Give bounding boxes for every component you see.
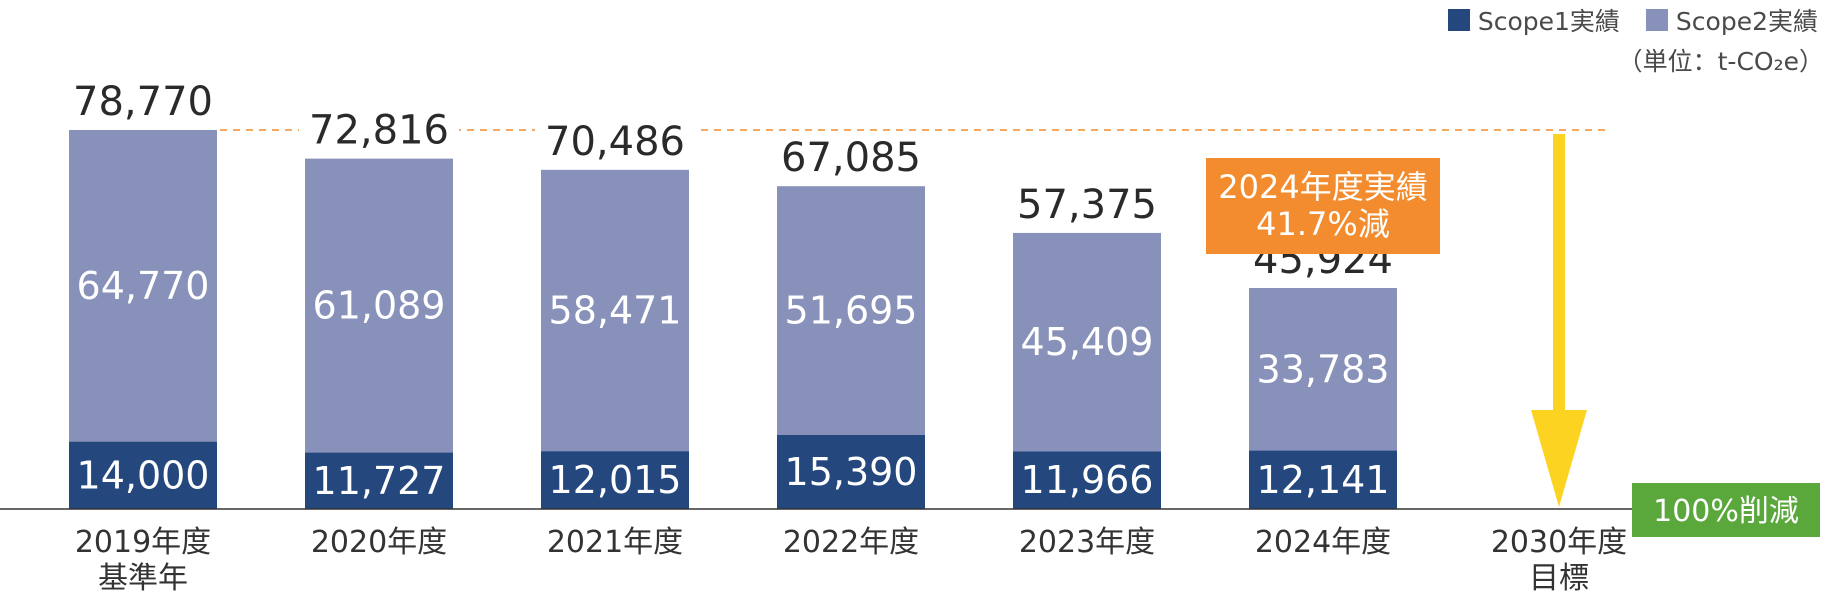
bar-scope1-4: [1013, 451, 1161, 509]
data-label-scope1-3: 15,390: [785, 450, 918, 494]
total-label-0: 78,770: [73, 79, 213, 125]
total-label-mask: [63, 79, 223, 122]
data-label-scope1-5: 12,141: [1257, 458, 1390, 502]
bar-scope1-2: [541, 451, 689, 509]
x-tick-label-6: 2030年度: [1491, 525, 1627, 560]
bar-scope2-4: [1013, 232, 1161, 452]
total-label-mask: [299, 108, 459, 151]
bar-scope1-5: [1249, 450, 1397, 509]
data-label-scope2-2: 58,471: [549, 289, 682, 333]
total-label-mask: [1007, 182, 1167, 225]
bar-scope2-3: [777, 186, 925, 435]
legend-item-scope1: Scope1実績: [1447, 2, 1620, 38]
data-label-scope1-0: 14,000: [77, 453, 210, 497]
data-label-scope2-5: 33,783: [1257, 347, 1390, 391]
x-tick-sublabel-6: 目標: [1529, 561, 1589, 594]
total-label-mask: [535, 119, 695, 162]
bar-scope1-3: [777, 434, 925, 509]
legend: Scope1実績 Scope2実績: [1447, 2, 1818, 38]
data-label-scope1-1: 11,727: [313, 459, 446, 503]
x-tick-label-2: 2021年度: [547, 525, 683, 560]
bar-scope2-0: [69, 129, 217, 442]
data-label-scope1-4: 11,966: [1021, 458, 1154, 502]
arrow-head: [1531, 409, 1587, 507]
data-label-scope2-3: 51,695: [785, 289, 918, 333]
x-tick-sublabel-0: 基準年: [98, 561, 188, 594]
total-label-mask: [771, 136, 931, 179]
x-tick-label-5: 2024年度: [1255, 525, 1391, 560]
bar-scope2-1: [305, 158, 453, 453]
result-box-line2: 41.7%減: [1256, 205, 1390, 243]
x-tick-label-4: 2023年度: [1019, 525, 1155, 560]
legend-label-scope2: Scope2実績: [1675, 7, 1818, 36]
unit-label: （単位：t-CO₂e）: [1617, 47, 1824, 76]
legend-item-scope2: Scope2実績: [1645, 2, 1818, 38]
total-label-2: 70,486: [545, 119, 685, 165]
legend-swatch-scope1: [1447, 9, 1470, 31]
target-box: [1632, 483, 1820, 537]
result-box: [1206, 158, 1440, 254]
data-label-scope2-1: 61,089: [313, 284, 446, 328]
x-tick-label-3: 2022年度: [783, 525, 919, 560]
arrow-shaft: [1553, 133, 1565, 414]
total-label-4: 57,375: [1017, 182, 1157, 228]
legend-label-scope1: Scope1実績: [1477, 7, 1620, 36]
total-label-3: 67,085: [781, 135, 921, 181]
data-label-scope2-4: 45,409: [1021, 320, 1154, 364]
x-tick-label-0: 2019年度: [75, 525, 211, 560]
total-label-1: 72,816: [309, 108, 449, 154]
data-label-scope1-2: 12,015: [549, 458, 682, 502]
bar-scope2-5: [1249, 288, 1397, 451]
bar-scope1-0: [69, 441, 217, 509]
data-label-scope2-0: 64,770: [77, 264, 210, 308]
result-box-line1: 2024年度実績: [1218, 168, 1427, 206]
bar-scope2-2: [541, 169, 689, 452]
x-tick-label-1: 2020年度: [311, 525, 447, 560]
bar-scope1-1: [305, 452, 453, 509]
target-box-text: 100%削減: [1653, 494, 1799, 529]
legend-swatch-scope2: [1645, 9, 1668, 31]
